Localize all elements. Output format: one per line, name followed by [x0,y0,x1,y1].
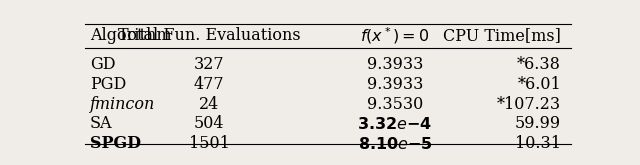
Text: 1501: 1501 [189,135,229,152]
Text: $f(x^*) = 0$: $f(x^*) = 0$ [360,25,429,46]
Text: fmincon: fmincon [90,96,155,113]
Text: GD: GD [90,56,115,73]
Text: 477: 477 [194,76,224,93]
Text: Algorithm: Algorithm [90,27,172,44]
Text: $\mathbf{8.10}\mathit{e}\mathbf{-5}$: $\mathbf{8.10}\mathit{e}\mathbf{-5}$ [358,136,433,152]
Text: 9.3933: 9.3933 [367,76,423,93]
Text: *6.01: *6.01 [517,76,561,93]
Text: SA: SA [90,115,113,132]
Text: 10.31: 10.31 [515,135,561,152]
Text: PGD: PGD [90,76,126,93]
Text: SPGD: SPGD [90,135,141,152]
Text: 327: 327 [194,56,224,73]
Text: 9.3933: 9.3933 [367,56,423,73]
Text: Total Fun. Evaluations: Total Fun. Evaluations [118,27,300,44]
Text: 24: 24 [199,96,219,113]
Text: CPU Time[ms]: CPU Time[ms] [444,27,561,44]
Text: 9.3530: 9.3530 [367,96,423,113]
Text: 59.99: 59.99 [515,115,561,132]
Text: *6.38: *6.38 [517,56,561,73]
Text: $\mathbf{3.32}\mathit{e}\mathbf{-4}$: $\mathbf{3.32}\mathit{e}\mathbf{-4}$ [357,116,433,132]
Text: 504: 504 [194,115,224,132]
Text: *107.23: *107.23 [497,96,561,113]
